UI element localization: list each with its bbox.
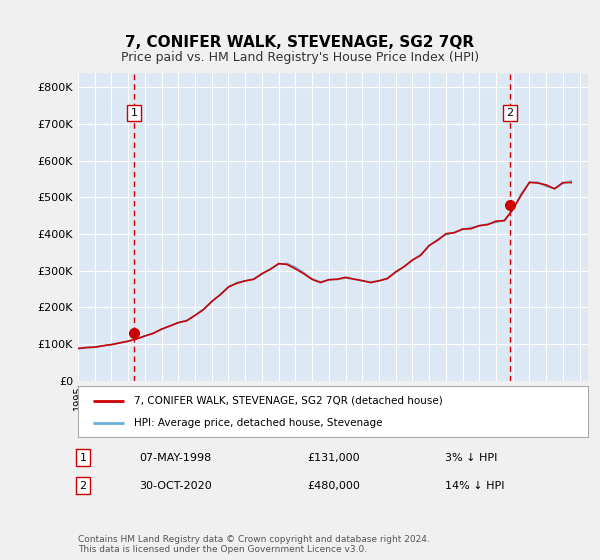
- Text: 07-MAY-1998: 07-MAY-1998: [139, 453, 211, 463]
- Text: 2: 2: [80, 481, 86, 491]
- Text: Contains HM Land Registry data © Crown copyright and database right 2024.
This d: Contains HM Land Registry data © Crown c…: [78, 535, 430, 554]
- Text: 1: 1: [131, 108, 137, 118]
- Text: 3% ↓ HPI: 3% ↓ HPI: [445, 453, 497, 463]
- Text: 2: 2: [506, 108, 514, 118]
- Text: Price paid vs. HM Land Registry's House Price Index (HPI): Price paid vs. HM Land Registry's House …: [121, 52, 479, 64]
- Text: £480,000: £480,000: [308, 481, 361, 491]
- Text: 1: 1: [80, 453, 86, 463]
- Text: 14% ↓ HPI: 14% ↓ HPI: [445, 481, 505, 491]
- Text: £131,000: £131,000: [308, 453, 360, 463]
- Text: HPI: Average price, detached house, Stevenage: HPI: Average price, detached house, Stev…: [134, 418, 383, 428]
- Text: 7, CONIFER WALK, STEVENAGE, SG2 7QR: 7, CONIFER WALK, STEVENAGE, SG2 7QR: [125, 35, 475, 50]
- Text: 30-OCT-2020: 30-OCT-2020: [139, 481, 212, 491]
- Text: 7, CONIFER WALK, STEVENAGE, SG2 7QR (detached house): 7, CONIFER WALK, STEVENAGE, SG2 7QR (det…: [134, 395, 443, 405]
